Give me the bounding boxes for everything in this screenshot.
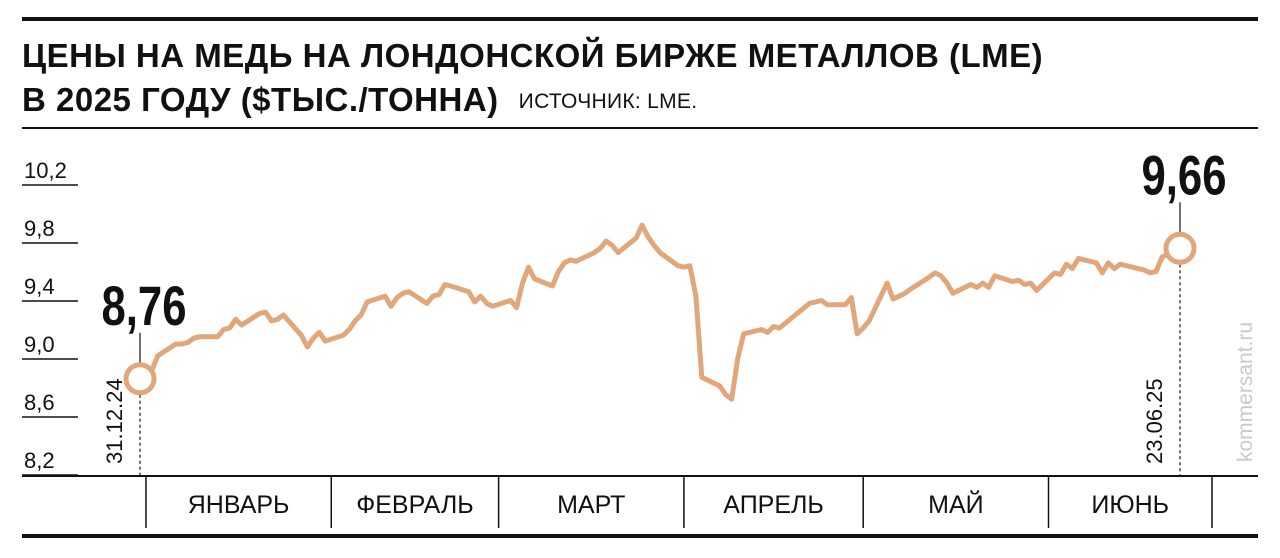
top-rule <box>22 17 1258 21</box>
source-note: ИСТОЧНИК: LME. <box>518 90 698 113</box>
y-tick-label: 9,0 <box>24 332 55 357</box>
chart-title: ЦЕНЫ НА МЕДЬ НА ЛОНДОНСКОЙ БИРЖЕ МЕТАЛЛО… <box>22 34 1043 124</box>
month-label: ЯНВАРЬ <box>188 491 290 519</box>
watermark-kommersant: kommersant.ru <box>1234 322 1257 462</box>
y-axis-ticks: 8,2 8,6 9,0 9,4 9,8 10,2 <box>24 158 67 473</box>
month-separators <box>145 476 1213 528</box>
endpoint-value-label: 9,66 <box>1142 144 1227 206</box>
endpoint-marker <box>1163 231 1197 265</box>
y-tick-label: 9,8 <box>24 216 55 241</box>
y-tick-label: 8,2 <box>24 448 55 473</box>
month-label: ИЮНЬ <box>1091 491 1169 519</box>
price-series <box>137 222 1183 402</box>
y-tick-label: 8,6 <box>24 390 55 415</box>
title-line-2: В 2025 ГОДУ ($ТЫС./ТОННА) ИСТОЧНИК: LME. <box>22 78 1043 124</box>
endpoint-value-label: 8,76 <box>102 275 187 337</box>
month-labels: ЯНВАРЬ ФЕВРАЛЬ МАРТ АПРЕЛЬ МАЙ ИЮНЬ <box>188 489 1169 519</box>
month-label: ФЕВРАЛЬ <box>356 491 473 519</box>
endpoint-date-label: 23.06.25 <box>1142 378 1167 464</box>
endpoint-date-label: 31.12.24 <box>102 378 127 464</box>
month-label: МАРТ <box>557 491 625 519</box>
endpoint-marker <box>123 362 157 396</box>
month-label: МАЙ <box>928 489 983 519</box>
title-divider <box>22 127 1258 129</box>
title-line-1: ЦЕНЫ НА МЕДЬ НА ЛОНДОНСКОЙ БИРЖЕ МЕТАЛЛО… <box>22 37 1044 74</box>
endpoint-annotations: 8,76 31.12.24 9,66 23.06.25 <box>102 144 1227 476</box>
y-tick-label: 10,2 <box>24 158 67 183</box>
y-tick-label: 9,4 <box>24 274 55 299</box>
title-line-2-text: В 2025 ГОДУ ($ТЫС./ТОННА) <box>22 81 499 118</box>
series-line <box>137 222 1183 402</box>
month-label: АПРЕЛЬ <box>723 491 824 519</box>
